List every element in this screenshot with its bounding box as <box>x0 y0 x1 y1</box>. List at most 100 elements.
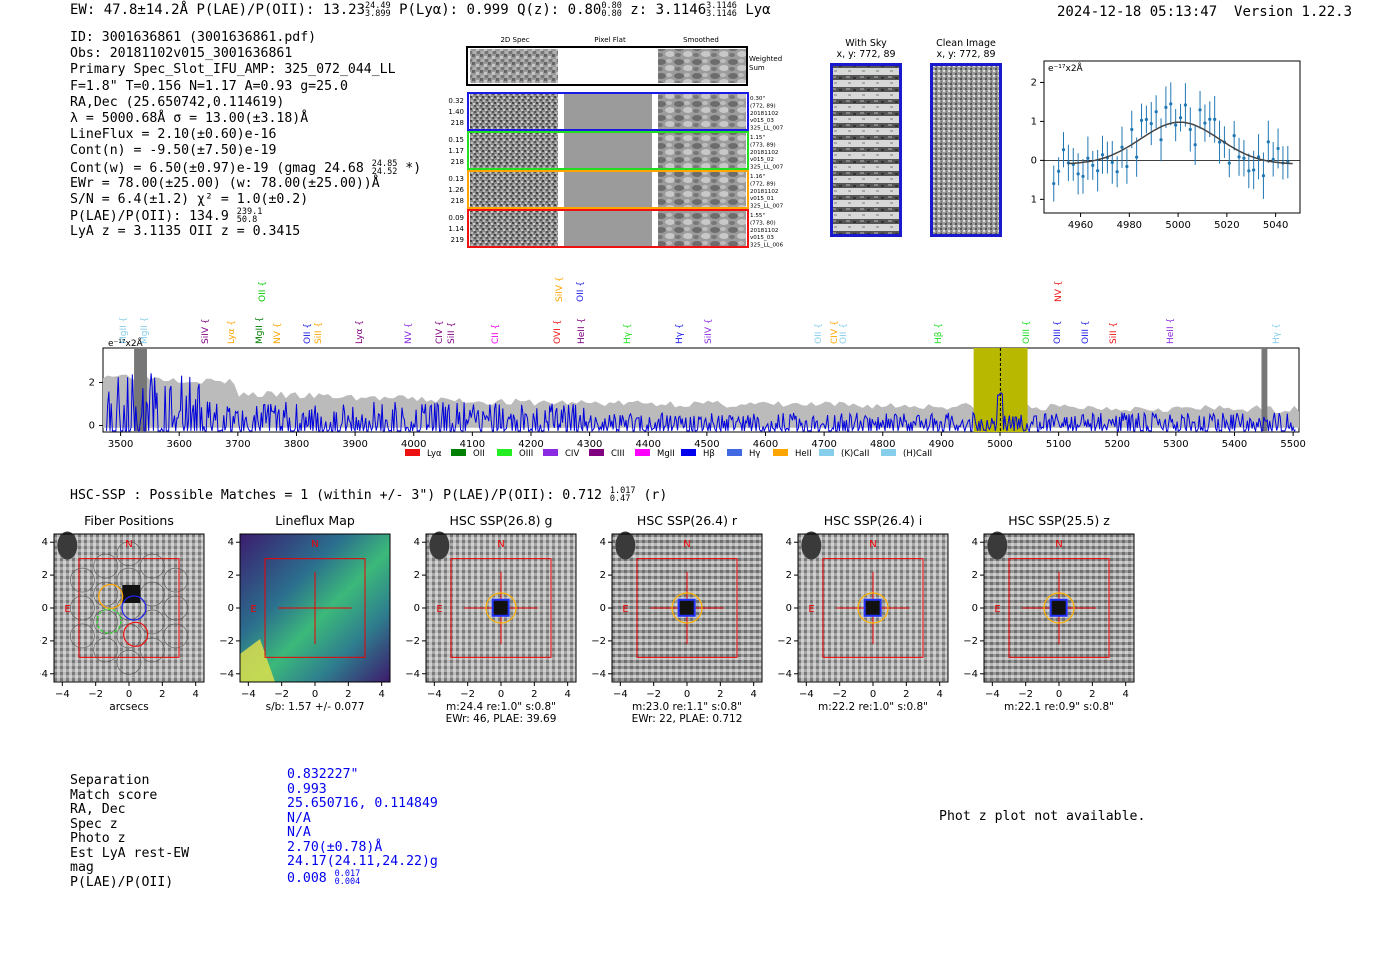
header-z-hi: 3.1146 <box>706 1 737 11</box>
north-label: N <box>869 539 876 550</box>
fiber-circle <box>116 541 142 567</box>
line-label-text: OIII { <box>1081 320 1091 344</box>
spectrum-xtick-label: 5300 <box>1163 439 1188 450</box>
fiber-circle <box>140 609 165 635</box>
zoom-point <box>1169 102 1173 106</box>
spectrum-xtick-label: 4400 <box>636 439 661 450</box>
line-label: NV { <box>404 323 414 344</box>
spectrum-xtick-label: 4000 <box>401 439 426 450</box>
hsc-xtick-label: 2 <box>159 689 165 700</box>
hsc-summary-text: HSC-SSP : Possible Matches = 1 (within +… <box>70 488 602 503</box>
header-plya: P(Lyα): 0.999 <box>399 2 509 18</box>
hsc-ytick-label: 0 <box>228 603 234 614</box>
hsc-xtick-label: 0 <box>498 689 504 700</box>
line-label: OIII { <box>1022 320 1032 344</box>
search-box <box>450 558 552 658</box>
zoom-point <box>1096 169 1100 173</box>
cutout-right-label: 0.30" <box>750 96 765 102</box>
line-label-text: Hγ { <box>675 323 685 344</box>
spectrum-xtick-label: 4300 <box>577 439 602 450</box>
match-circle <box>857 592 889 624</box>
match-table-label: mag <box>70 860 94 875</box>
zoom-point <box>1154 110 1158 114</box>
east-label: E <box>622 604 628 615</box>
hsc-xtick-label: 2 <box>717 689 723 700</box>
cutout-right-label: 325_LL_007 <box>750 165 784 171</box>
match-table-values: 0.832227" 0.993 25.650716, 0.114849 N/A N/A 2… <box>287 767 438 886</box>
hsc-xtick-label: −4 <box>55 689 70 700</box>
legend-label: Lyα <box>427 449 442 459</box>
line-label-text: MgII { <box>119 317 129 344</box>
match-table-value: 0.993 <box>287 781 327 797</box>
match-table-value: 0.832227" <box>287 767 359 782</box>
legend-item: OIII <box>497 449 533 459</box>
match-table-label: Separation <box>70 773 150 788</box>
line-label: CIV { <box>830 320 840 344</box>
hsc-caption: s/b: 1.57 +/- 0.077 <box>266 701 365 713</box>
legend-item: MgII <box>635 449 675 459</box>
hsc-caption-2: EWr: 46, PLAE: 39.69 <box>446 713 557 725</box>
line-label-text: OIII { <box>1022 320 1032 344</box>
hsc-xtick-label: 2 <box>903 689 909 700</box>
info-plae-lo: 50.8 <box>236 215 258 226</box>
line-label-text: SiIV { <box>704 318 714 344</box>
header-z-lo: 3.1146 <box>706 9 737 19</box>
hsc-panel: HSC SSP(26.8) g N E −4 −2 0 2 4 4 2 0 −2 −4 m:24.4 re… <box>405 513 577 725</box>
zoom-point <box>1100 153 1105 157</box>
zoom-point <box>1183 103 1188 107</box>
cutout-right-label: 325_LL_007 <box>750 126 784 132</box>
line-label: OII { <box>839 323 849 344</box>
hsc-ytick-label: −2 <box>219 636 234 647</box>
line-label-text: Lyα { <box>227 320 237 344</box>
line-label: OII { <box>303 323 313 344</box>
fiber-circle <box>93 553 118 579</box>
cutout-2d <box>470 210 558 247</box>
zoom-point <box>1174 123 1178 127</box>
spectrum-ylabel: e⁻¹⁷x2Å <box>108 337 144 349</box>
spectrum-xtick-label: 3800 <box>284 439 309 450</box>
source-aperture <box>491 598 510 617</box>
zoom-point <box>1164 105 1168 109</box>
cutout-border <box>467 170 749 209</box>
line-label: OII { <box>258 281 268 302</box>
fiber-red <box>123 621 149 647</box>
legend-item: Hβ <box>681 449 715 459</box>
fiber-circle <box>93 637 118 663</box>
line-label-text: CIV { <box>435 320 445 344</box>
legend-item: HeII <box>773 449 812 459</box>
line-label: OII { <box>576 281 586 302</box>
zoom-point <box>1188 127 1192 132</box>
cutout-2d <box>470 93 558 130</box>
hsc-ytick-label: −2 <box>405 636 420 647</box>
line-label-text: Hγ { <box>623 323 633 344</box>
fiber-green <box>96 608 122 634</box>
hsc-ytick-label: 0 <box>786 603 792 614</box>
zoom-point <box>1242 156 1246 160</box>
hsc-xtick-label: 4 <box>192 689 198 700</box>
detection-info: ID: 3001636861 (3001636861.pdf) Obs: 201… <box>70 30 421 240</box>
hsc-ytick-label: 4 <box>972 537 978 548</box>
match-table-value: 2.70(±0.78)Å <box>287 839 383 855</box>
legend-label: MgII <box>657 449 675 459</box>
header-version: Version 1.22.3 <box>1234 4 1353 20</box>
line-label-text: SiII { <box>314 322 324 344</box>
hsc-ytick-label: 0 <box>600 603 606 614</box>
cutout-left-label: 0.32 <box>448 97 464 105</box>
hsc-panels: Fiber Positions N E −4 −2 0 2 4 4 2 0 −2 −4 arcsecs Li… <box>40 513 1135 725</box>
neighbor-source <box>615 531 636 560</box>
cutout-left-label: 218 <box>451 197 464 205</box>
zoom-ytick-label: 0 <box>1031 155 1037 166</box>
line-label: Hγ { <box>675 323 685 344</box>
spectrum-xtick-label: 4900 <box>929 439 954 450</box>
east-label: E <box>436 604 442 615</box>
fiber-circle <box>163 623 188 649</box>
cutout-right-label: 325_LL_006 <box>750 243 784 249</box>
header-right: 2024-12-18 05:13:47 Version 1.22.3 <box>1057 4 1352 20</box>
legend-item: OII <box>451 449 485 459</box>
hsc-caption: arcsecs <box>109 701 148 713</box>
legend-swatch <box>727 449 742 456</box>
north-label: N <box>497 539 504 550</box>
legend-item: (K)CaII <box>819 449 869 459</box>
line-label-text: SiII { <box>1109 322 1119 344</box>
line-label-text: HeII { <box>1166 318 1176 344</box>
